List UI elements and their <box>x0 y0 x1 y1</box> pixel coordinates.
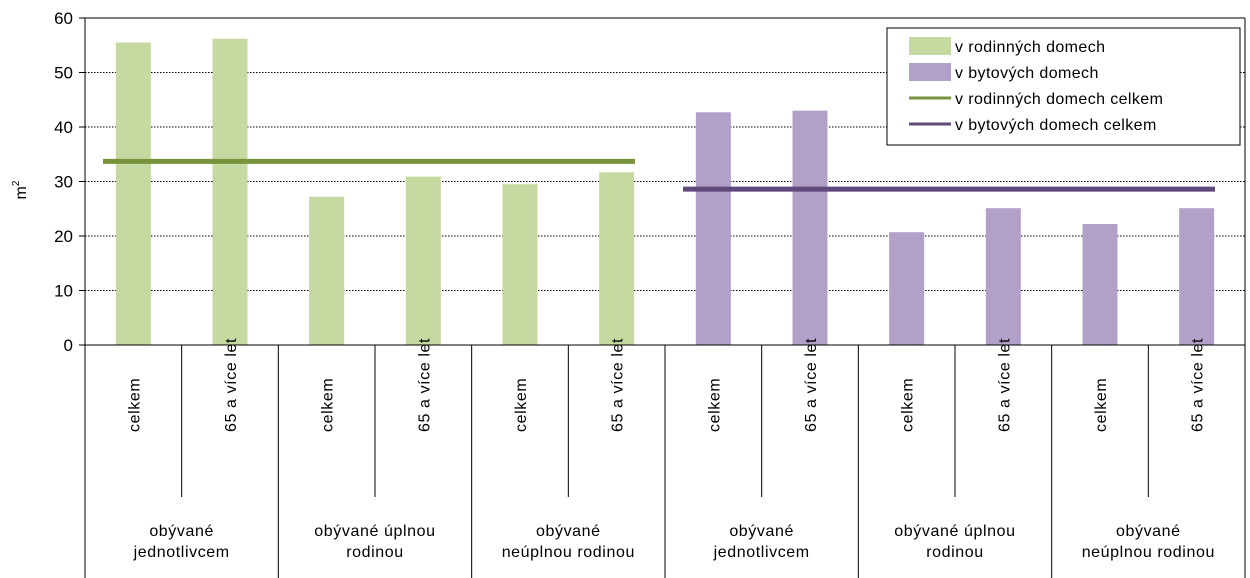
x-group-label: obývané úplnou <box>314 523 435 540</box>
bar <box>985 208 1021 345</box>
y-axis-label: m2 <box>11 180 30 199</box>
x-category-label: celkem <box>1093 378 1110 432</box>
legend-label: v rodinných domech <box>955 39 1105 56</box>
bar <box>695 112 731 345</box>
legend-label: v bytových domech celkem <box>955 117 1157 134</box>
x-group-label: jednotlivcem <box>713 544 810 561</box>
y-tick-label: 0 <box>64 336 73 355</box>
legend-label: v rodinných domech celkem <box>955 91 1163 108</box>
axes <box>79 17 1246 578</box>
legend-label: v bytových domech <box>955 65 1099 82</box>
x-category-label: 65 a více let <box>996 338 1013 432</box>
y-tick-labels: 0 10 20 30 40 50 60 <box>54 9 73 355</box>
bar <box>889 232 925 345</box>
legend-swatch <box>909 63 951 81</box>
y-tick-label: 30 <box>54 173 73 192</box>
y-tick-label: 50 <box>54 64 73 83</box>
x-group-label: neúplnou rodinou <box>502 544 635 561</box>
bar <box>502 184 538 345</box>
x-group-labels: obývané jednotlivcem obývané úplnou rodinou… <box>133 523 1215 561</box>
x-category-label: celkem <box>513 378 530 432</box>
x-group-label: obývané <box>729 523 794 540</box>
x-group-label: obývané <box>149 523 214 540</box>
bar <box>405 176 441 345</box>
bar <box>1179 208 1215 345</box>
x-category-label: celkem <box>126 378 143 432</box>
x-group-label: obývané <box>536 523 601 540</box>
x-category-labels: celkem 65 a více let celkem 65 a více let ce… <box>126 338 1206 432</box>
bar <box>115 42 151 346</box>
x-group-label: rodinou <box>926 544 984 561</box>
x-group-label: rodinou <box>346 544 404 561</box>
x-group-label: obývané úplnou <box>894 523 1015 540</box>
x-category-label: 65 a více let <box>610 338 627 432</box>
reference-lines <box>103 158 1215 192</box>
x-category-label: 65 a více let <box>803 338 820 432</box>
x-category-label: 65 a více let <box>1190 338 1207 432</box>
x-group-label: neúplnou rodinou <box>1082 544 1215 561</box>
x-category-label: celkem <box>900 378 917 432</box>
y-tick-label: 40 <box>54 118 73 137</box>
bar <box>599 172 635 345</box>
bar <box>212 38 248 346</box>
x-category-label: 65 a více let <box>223 338 240 432</box>
x-group-label: jednotlivcem <box>133 544 230 561</box>
x-category-label: 65 a více let <box>416 338 433 432</box>
bar <box>792 110 828 346</box>
x-group-label: obývané <box>1116 523 1181 540</box>
y-tick-label: 10 <box>54 282 73 301</box>
legend-swatch <box>909 37 951 55</box>
y-tick-label: 60 <box>54 9 73 28</box>
bars <box>115 38 1215 346</box>
bar <box>309 196 345 345</box>
x-category-label: celkem <box>706 378 723 432</box>
legend: v rodinných domech v bytových domech v rod… <box>886 27 1241 146</box>
bar <box>1082 224 1118 345</box>
x-category-label: celkem <box>320 378 337 432</box>
y-tick-label: 20 <box>54 227 73 246</box>
